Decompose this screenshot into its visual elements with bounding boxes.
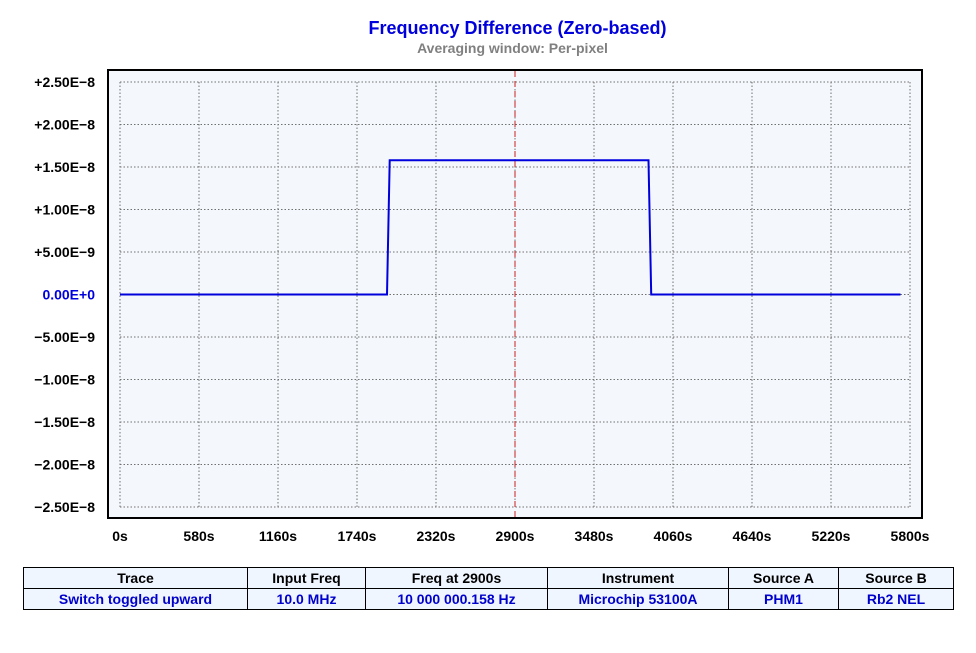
y-tick-label: −2.00E−8 [34, 457, 95, 473]
series-group [120, 159, 901, 296]
y-tick-label: +2.00E−8 [34, 117, 95, 133]
x-axis-ticks: 0s 580s 1160s 1740s 2320s 2900s 3480s 4060s 4640… [112, 528, 929, 544]
x-tick-label: 1740s [338, 528, 377, 544]
header-input-freq: Input Freq [247, 567, 366, 589]
x-tick-label: 580s [183, 528, 214, 544]
y-tick-label: +5.00E−9 [34, 244, 95, 260]
trace-info-table: Trace Input Freq Freq at 2900s Instrumen… [23, 567, 954, 610]
x-tick-label: 3480s [575, 528, 614, 544]
y-tick-label: −1.00E−8 [34, 372, 95, 388]
x-tick-label: 4640s [733, 528, 772, 544]
chart-title: Frequency Difference (Zero-based) [368, 18, 667, 38]
x-tick-label: 2900s [496, 528, 535, 544]
header-source-b: Source B [838, 567, 954, 589]
y-tick-label: −5.00E−9 [34, 329, 95, 345]
header-instrument: Instrument [547, 567, 729, 589]
y-tick-label: −2.50E−8 [34, 499, 95, 515]
x-tick-label: 5220s [812, 528, 851, 544]
x-tick-label: 1160s [259, 528, 297, 544]
cell-source-b: Rb2 NEL [838, 588, 954, 610]
x-tick-label: 5800s [891, 528, 930, 544]
y-tick-label: +2.50E−8 [34, 74, 95, 90]
header-trace: Trace [23, 567, 248, 589]
y-tick-label: −1.50E−8 [34, 414, 95, 430]
table-row: Switch toggled upward 10.0 MHz 10 000 00… [23, 588, 954, 610]
cell-freq-at-cursor: 10 000 000.158 Hz [365, 588, 548, 610]
x-tick-label: 2320s [417, 528, 456, 544]
cell-instrument: Microchip 53100A [547, 588, 729, 610]
chart-subtitle: Averaging window: Per-pixel [417, 40, 608, 56]
x-tick-label: 4060s [654, 528, 693, 544]
x-tick-label: 0s [112, 528, 128, 544]
cell-source-a: PHM1 [728, 588, 839, 610]
cell-trace: Switch toggled upward [23, 588, 248, 610]
series-line-0 [120, 159, 901, 296]
y-tick-label: +1.00E−8 [34, 202, 95, 218]
frequency-difference-chart: +2.50E−8 +2.00E−8 +1.50E−8 +1.00E−8 +5.00E−9… [34, 69, 930, 544]
header-freq-at-cursor: Freq at 2900s [365, 567, 548, 589]
header-source-a: Source A [728, 567, 839, 589]
cell-input-freq: 10.0 MHz [247, 588, 366, 610]
y-axis-ticks: +2.50E−8 +2.00E−8 +1.50E−8 +1.00E−8 +5.00E−9… [34, 74, 95, 515]
y-tick-label: 0.00E+0 [42, 287, 95, 303]
table-header-row: Trace Input Freq Freq at 2900s Instrumen… [23, 567, 954, 589]
y-tick-label: +1.50E−8 [34, 159, 95, 175]
